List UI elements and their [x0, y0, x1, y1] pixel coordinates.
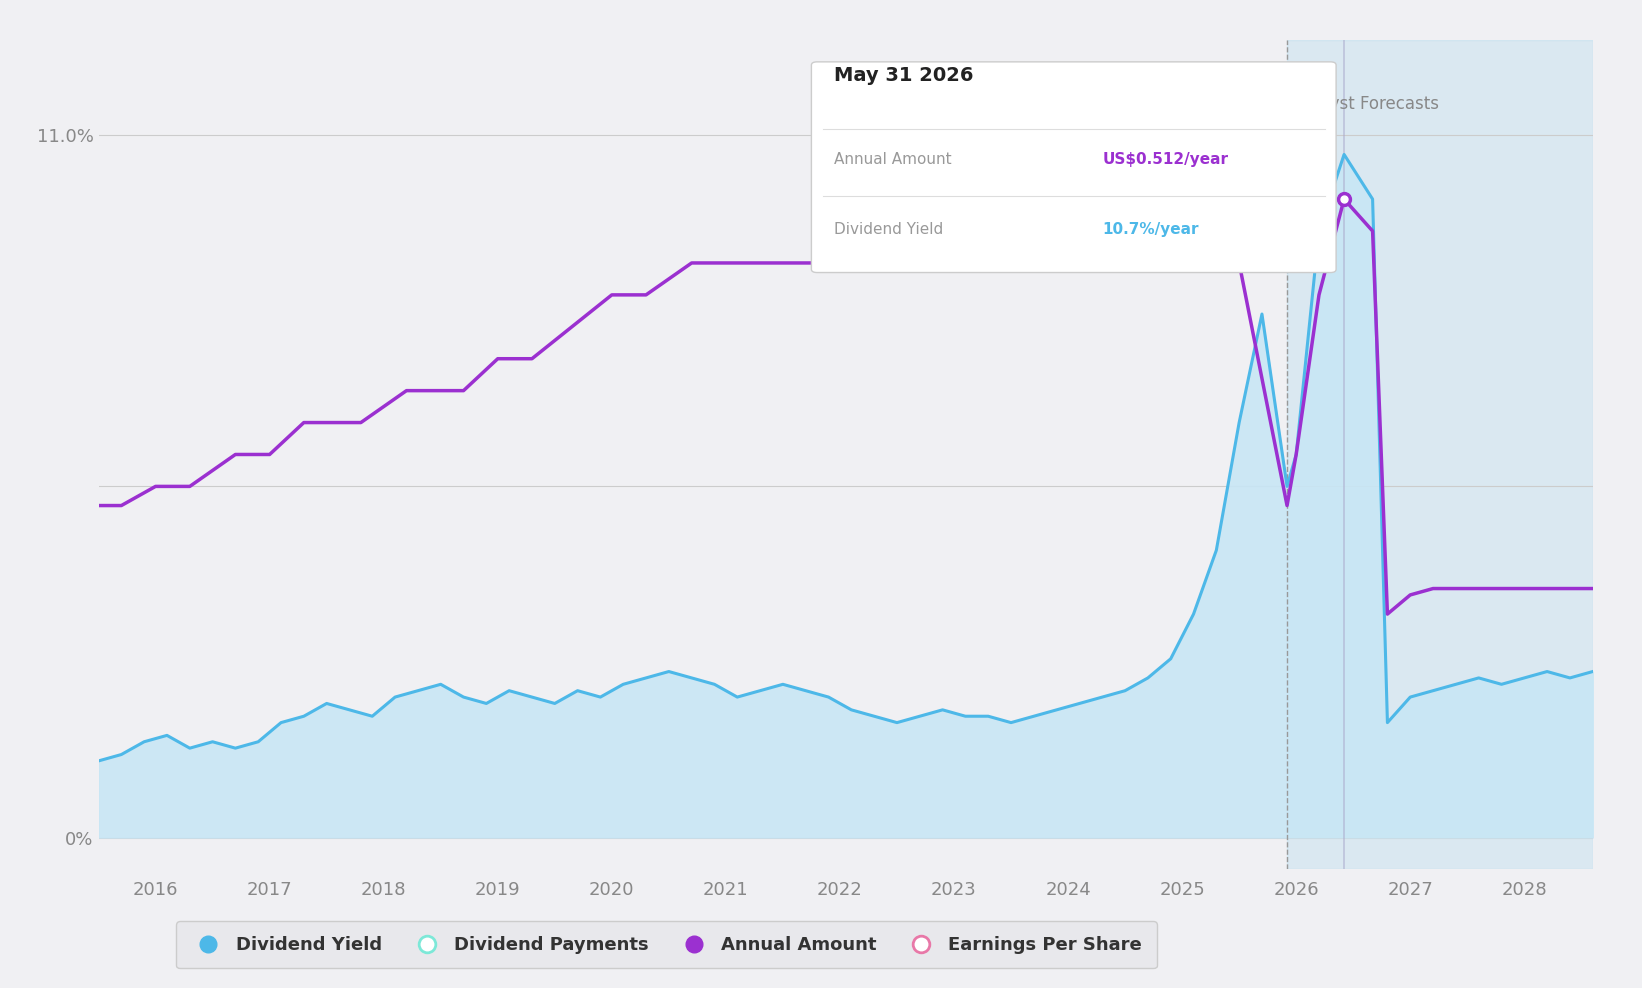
Text: Past: Past: [1246, 95, 1281, 113]
Text: US$0.512/year: US$0.512/year: [1102, 152, 1228, 167]
Bar: [1287, 40, 1593, 869]
Legend: Dividend Yield, Dividend Payments, Annual Amount, Earnings Per Share: Dividend Yield, Dividend Payments, Annua…: [176, 922, 1156, 968]
Text: Analyst Forecasts: Analyst Forecasts: [1292, 95, 1438, 113]
FancyBboxPatch shape: [811, 62, 1337, 273]
Text: May 31 2026: May 31 2026: [834, 66, 974, 85]
Text: Dividend Yield: Dividend Yield: [834, 222, 944, 237]
Text: Annual Amount: Annual Amount: [834, 152, 952, 167]
Text: 10.7%/year: 10.7%/year: [1102, 222, 1199, 237]
